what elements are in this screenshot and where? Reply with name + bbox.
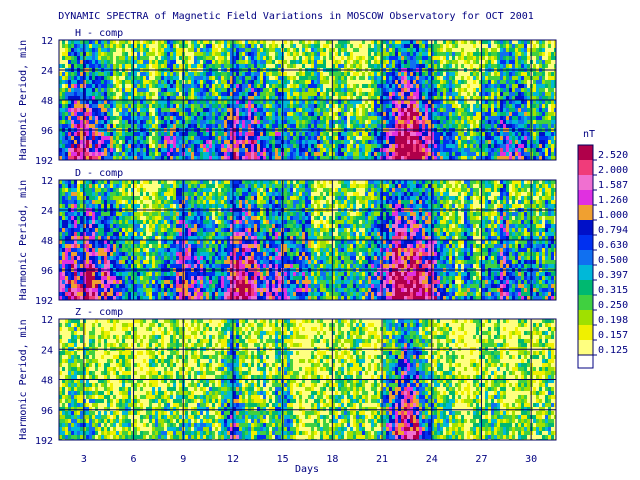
spectrogram [59, 40, 556, 160]
x-tick-label: 21 [376, 454, 388, 465]
colorbar-swatch [577, 354, 594, 369]
colorbar-swatch [578, 340, 593, 355]
x-tick-label: 9 [180, 454, 186, 465]
x-tick-label: 15 [277, 454, 289, 465]
panel-label: Z - comp [75, 307, 123, 318]
plot-frame [58, 179, 557, 301]
colorbar-level-label: 2.000 [598, 165, 628, 176]
y-tick-label: 12 [41, 315, 53, 326]
x-axis-label: Days [295, 464, 319, 475]
colorbar-level-label: 0.794 [598, 225, 628, 236]
y-tick-label: 96 [41, 406, 53, 417]
colorbar-unit: nT [583, 129, 595, 140]
colorbar-swatch [578, 220, 593, 235]
colorbar-level-label: 1.000 [598, 210, 628, 221]
y-tick-label: 192 [35, 436, 53, 447]
panel-h-comp: 12 24 48 96 192 H - comp Harmonic Period, min [18, 28, 557, 167]
y-tick-label: 12 [41, 176, 53, 187]
x-tick-label: 27 [475, 454, 487, 465]
panel-label: H - comp [75, 28, 123, 39]
colorbar-swatch [578, 175, 593, 190]
colorbar-level-label: 0.500 [598, 255, 628, 266]
colorbar-swatch [578, 160, 593, 175]
colorbar-level-label: 0.157 [598, 330, 628, 341]
y-tick-label: 192 [35, 156, 53, 167]
colorbar: nT2.520 2.000 1.587 1.260 1.000 0.794 0.630 0.5… [577, 129, 628, 369]
colorbar-level-label: 0.315 [598, 285, 628, 296]
y-tick-label: 24 [41, 66, 53, 77]
y-tick-label: 24 [41, 206, 53, 217]
colorbar-level-label: 2.520 [598, 150, 628, 161]
x-tick-label: 24 [426, 454, 438, 465]
y-tick-label: 96 [41, 266, 53, 277]
y-tick-label: 48 [41, 236, 53, 247]
plot-frame [58, 39, 557, 161]
colorbar-swatch [578, 205, 593, 220]
y-axis-label: Harmonic Period, min [18, 180, 29, 300]
chart-title: DYNAMIC SPECTRA of Magnetic Field Variat… [58, 11, 534, 22]
colorbar-level-label: 1.260 [598, 195, 628, 206]
colorbar-swatch [578, 280, 593, 295]
y-tick-label: 48 [41, 96, 53, 107]
colorbar-swatch [578, 295, 593, 310]
y-axis-label: Harmonic Period, min [18, 40, 29, 160]
colorbar-swatch [578, 265, 593, 280]
colorbar-swatch [578, 190, 593, 205]
colorbar-swatch [578, 145, 593, 160]
y-tick-label: 12 [41, 36, 53, 47]
x-tick-label: 3 [81, 454, 87, 465]
x-tick-label: 30 [525, 454, 537, 465]
x-tick-label: 6 [131, 454, 137, 465]
colorbar-level-label: 0.397 [598, 270, 628, 281]
colorbar-level-label: 0.125 [598, 345, 628, 356]
colorbar-level-label: 0.198 [598, 315, 628, 326]
y-tick-label: 96 [41, 126, 53, 137]
colorbar-swatch [578, 235, 593, 250]
colorbar-level-label: 0.630 [598, 240, 628, 251]
panel-z-comp: 12 24 48 96 192 Z - comp Harmonic Period, min [18, 307, 557, 447]
colorbar-swatch [578, 310, 593, 325]
colorbar-swatch [578, 250, 593, 265]
panel-label: D - comp [75, 168, 123, 179]
plot-frame [58, 318, 557, 441]
x-tick-label: 12 [227, 454, 239, 465]
y-tick-label: 48 [41, 376, 53, 387]
x-ticks: 3 6 9 12 15 18 21 24 27 30 [81, 454, 537, 465]
y-tick-label: 24 [41, 345, 53, 356]
spectrogram [59, 319, 556, 440]
colorbar-level-label: 0.250 [598, 300, 628, 311]
y-axis-label: Harmonic Period, min [18, 319, 29, 439]
panel-d-comp: 12 24 48 96 192 D - comp Harmonic Period, min [18, 168, 557, 307]
x-tick-label: 18 [326, 454, 338, 465]
colorbar-swatch [578, 325, 593, 340]
colorbar-level-label: 1.587 [598, 180, 628, 191]
y-tick-label: 192 [35, 296, 53, 307]
